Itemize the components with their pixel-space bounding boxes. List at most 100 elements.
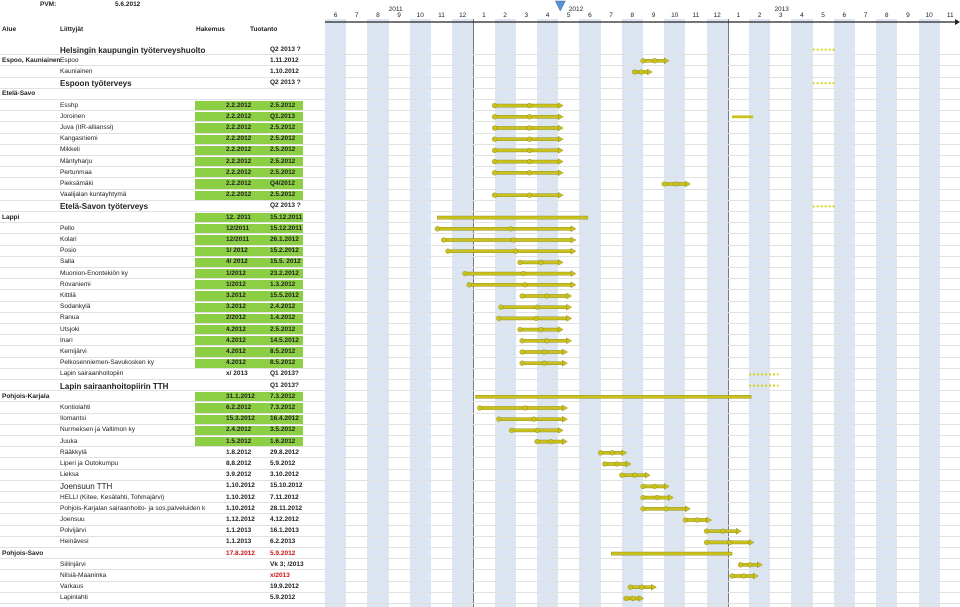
timeline-bar xyxy=(462,270,577,277)
end-arrow xyxy=(562,415,568,423)
project-name: Pertunmaa xyxy=(60,168,92,176)
hakemus-date: 1.10.2012 xyxy=(226,482,255,490)
month-label: 8 xyxy=(884,12,889,19)
row-separator xyxy=(0,334,960,336)
tuotanto-date: 26.1.2012 xyxy=(270,235,299,243)
start-milestone xyxy=(498,304,504,310)
start-milestone xyxy=(631,69,638,75)
start-milestone xyxy=(682,517,689,523)
mid-milestone xyxy=(520,271,526,277)
row-separator xyxy=(0,76,960,78)
tuotanto-date: 7.3.2012 xyxy=(270,403,296,411)
month-stripe xyxy=(918,19,940,607)
mid-milestone xyxy=(541,360,547,366)
tuotanto-date: x/2013 xyxy=(270,571,290,579)
project-name: Joensuu xyxy=(60,515,85,523)
tuotanto-date: 2.5.2012 xyxy=(270,135,296,143)
axis-arrow-icon xyxy=(955,19,960,25)
hakemus-date: 1/2012 xyxy=(226,269,246,277)
end-arrow xyxy=(558,147,564,154)
project-name: Juuka xyxy=(60,437,78,445)
status-cell-green xyxy=(195,101,303,111)
start-milestone xyxy=(445,248,451,254)
status-cell-green xyxy=(195,257,303,267)
hakemus-date: 2/2012 xyxy=(226,314,246,322)
project-name: Joensuun TTH xyxy=(60,482,113,492)
month-stripe xyxy=(706,19,728,607)
progress-bar xyxy=(479,406,563,410)
end-arrow xyxy=(625,460,632,468)
timeline-bar xyxy=(475,395,752,399)
tuotanto-date: 1.3.2012 xyxy=(270,280,296,288)
row-separator xyxy=(0,513,960,515)
hakemus-date: 1.10.2012 xyxy=(226,504,255,512)
pvm-label: PVM: xyxy=(40,1,57,8)
hakemus-date: 2.2.2012 xyxy=(226,168,252,176)
tuotanto-date: 14.5.2012 xyxy=(270,336,299,344)
month-label: 4 xyxy=(545,12,550,19)
start-milestone xyxy=(597,450,604,456)
hakemus-date: 3.2012 xyxy=(226,291,246,299)
progress-bar xyxy=(500,305,567,310)
year-label: 2012 xyxy=(568,6,584,13)
month-stripe xyxy=(579,19,601,607)
mid-milestone xyxy=(538,259,544,266)
mid-milestone xyxy=(673,181,679,187)
timeline-bar xyxy=(508,427,564,434)
status-cell-green xyxy=(195,246,303,256)
mid-milestone xyxy=(526,170,533,176)
hakemus-date: 2.2.2012 xyxy=(226,157,252,165)
timeline-bar xyxy=(640,505,691,513)
status-cell-green xyxy=(195,123,303,133)
progress-bar xyxy=(494,193,559,198)
progress-bar xyxy=(494,137,559,142)
month-label: 9 xyxy=(906,12,910,19)
start-milestone xyxy=(602,461,608,467)
hakemus-date: 1.5.2012 xyxy=(226,437,252,445)
month-label: 10 xyxy=(671,12,679,19)
end-arrow xyxy=(664,483,670,490)
timeline-bar xyxy=(437,215,589,220)
end-arrow xyxy=(570,270,577,277)
tuotanto-date: 28.11.2012 xyxy=(270,504,303,512)
year-label: 2011 xyxy=(388,6,403,13)
row-separator xyxy=(0,479,960,481)
end-arrow xyxy=(558,427,564,434)
tuotanto-date: 2.5.2012 xyxy=(270,168,296,176)
mid-milestone xyxy=(526,159,533,165)
month-label: 1 xyxy=(736,12,741,19)
mid-milestone xyxy=(512,248,519,254)
end-arrow xyxy=(647,68,653,76)
tuotanto-date: 15.12.2011 xyxy=(270,213,303,221)
mid-milestone xyxy=(526,136,533,142)
month-stripe xyxy=(621,19,643,607)
mid-milestone xyxy=(630,595,636,602)
column-header-alue: Alue xyxy=(2,26,17,33)
hakemus-date: 4.2012 xyxy=(226,325,246,333)
status-cell-green xyxy=(195,235,303,245)
mid-milestone xyxy=(541,349,547,355)
tuotanto-date: 5.9.2012 xyxy=(270,459,296,467)
hakemus-date: 8.8.2012 xyxy=(226,459,252,467)
row-separator xyxy=(0,65,960,67)
mid-milestone xyxy=(632,472,638,478)
today-marker-icon xyxy=(554,0,566,12)
tuotanto-date: 15.5. 2012 xyxy=(270,258,301,266)
end-arrow xyxy=(644,471,651,479)
month-stripe xyxy=(494,19,516,607)
column-header-hakemus: Hakemus xyxy=(196,26,225,33)
mid-milestone xyxy=(522,405,528,411)
timeline-bar xyxy=(627,583,657,591)
row-separator xyxy=(0,267,960,268)
tuotanto-date: 2.5.2012 xyxy=(270,123,296,131)
tuotanto-date: 1.10.2012 xyxy=(270,67,299,75)
progress-bar xyxy=(494,126,559,130)
month-label: 6 xyxy=(333,12,338,19)
tuotanto-date: 29.8.2012 xyxy=(270,448,299,456)
mid-milestone xyxy=(741,573,747,579)
tuotanto-date: 7.11.2012 xyxy=(270,493,299,501)
timeline-bar xyxy=(534,438,568,445)
tuotanto-date: 1.6.2012 xyxy=(270,437,296,445)
tuotanto-date: 15.2.2012 xyxy=(270,247,299,255)
row-separator xyxy=(0,558,960,560)
